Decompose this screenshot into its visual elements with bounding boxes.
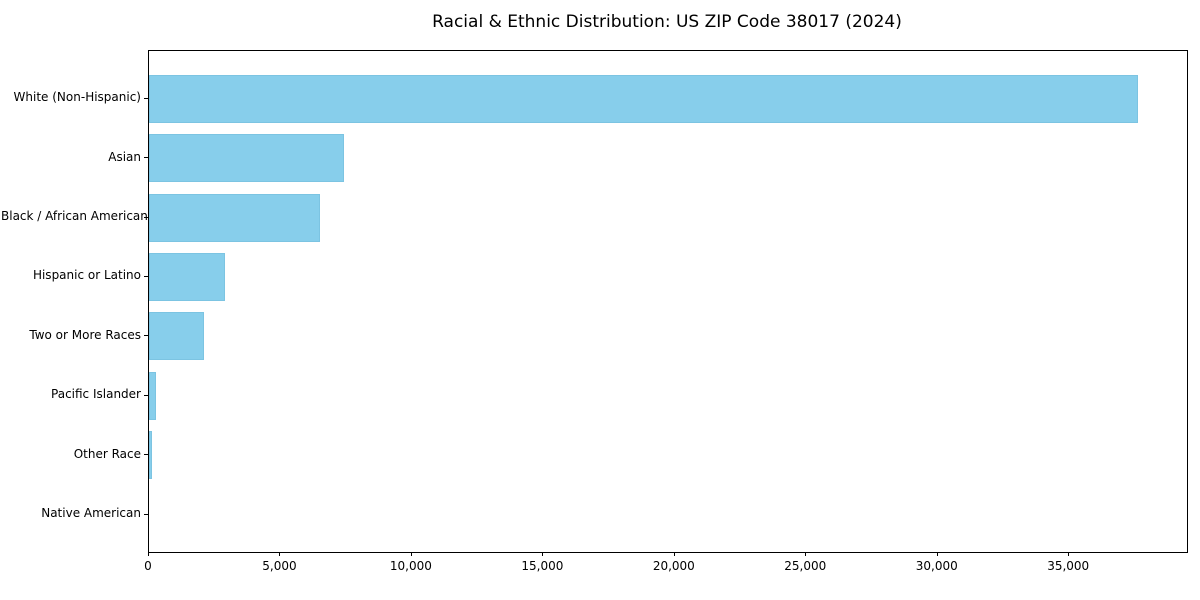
x-tick-label: 25,000 (784, 559, 827, 573)
x-tick-label: 35,000 (1047, 559, 1090, 573)
x-tick-label: 15,000 (521, 559, 564, 573)
x-tick-mark (805, 552, 807, 556)
x-tick-label: 0 (144, 559, 152, 573)
x-tick-mark (936, 552, 938, 556)
x-tick-mark (542, 552, 544, 556)
x-tick-mark (279, 552, 281, 556)
bar-3 (149, 193, 320, 242)
y-tick-label: Asian (108, 149, 141, 164)
plot-area (148, 50, 1188, 553)
x-tick-mark (673, 552, 675, 556)
x-tick-label: 20,000 (652, 559, 695, 573)
y-tick-mark (144, 335, 148, 337)
y-tick-mark (144, 97, 148, 99)
bar-7 (149, 431, 153, 480)
chart-title: Racial & Ethnic Distribution: US ZIP Cod… (432, 12, 902, 32)
y-tick-label: Native American (41, 506, 141, 520)
y-tick-label: Hispanic or Latino (32, 268, 141, 283)
y-tick-mark (144, 454, 148, 456)
y-tick-label: White (Non-Hispanic) (13, 90, 141, 105)
y-tick-label: Black / African American (1, 209, 148, 223)
bar-1 (149, 74, 1138, 123)
bar-4 (149, 252, 226, 301)
y-tick-mark (144, 513, 148, 515)
x-tick-label: 30,000 (915, 559, 958, 573)
y-tick-label: Other Race (73, 446, 141, 461)
y-tick-mark (144, 275, 148, 277)
bar-6 (149, 371, 157, 420)
y-tick-label: Two or More Races (29, 327, 141, 342)
x-tick-label: 10,000 (389, 559, 432, 573)
y-tick-mark (144, 394, 148, 396)
y-tick-mark (144, 216, 148, 218)
x-tick-label: 5,000 (262, 559, 297, 573)
y-tick-mark (144, 157, 148, 159)
bar-2 (149, 134, 344, 183)
bar-5 (149, 312, 205, 361)
x-tick-mark (148, 552, 149, 556)
x-tick-mark (1068, 552, 1070, 556)
x-tick-mark (410, 552, 412, 556)
y-tick-label: Pacific Islander (51, 387, 141, 402)
